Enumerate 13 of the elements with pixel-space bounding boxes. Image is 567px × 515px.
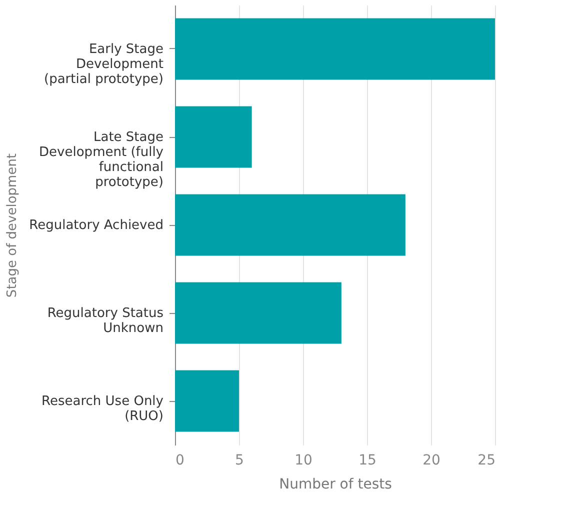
y-tick-label: Late Stage Development (fully functional prototype) — [39, 130, 164, 190]
y-axis-title: Stage of development — [5, 153, 20, 298]
x-tick-label: 20 — [422, 452, 440, 468]
x-tick-label: 5 — [235, 452, 244, 468]
y-tick-label: Regulatory Achieved — [29, 218, 164, 233]
y-tick-label: Early Stage Development (partial prototype) — [44, 42, 164, 87]
x-axis-title: Number of tests — [279, 476, 392, 492]
y-tick-label: Regulatory Status Unknown — [47, 306, 164, 336]
x-tick-label: 25 — [478, 452, 496, 468]
x-tick-label: 10 — [294, 452, 312, 468]
y-tick-label: Research Use Only (RUO) — [42, 394, 164, 424]
x-tick-label: 15 — [358, 452, 376, 468]
x-tick-label: 0 — [176, 452, 184, 468]
